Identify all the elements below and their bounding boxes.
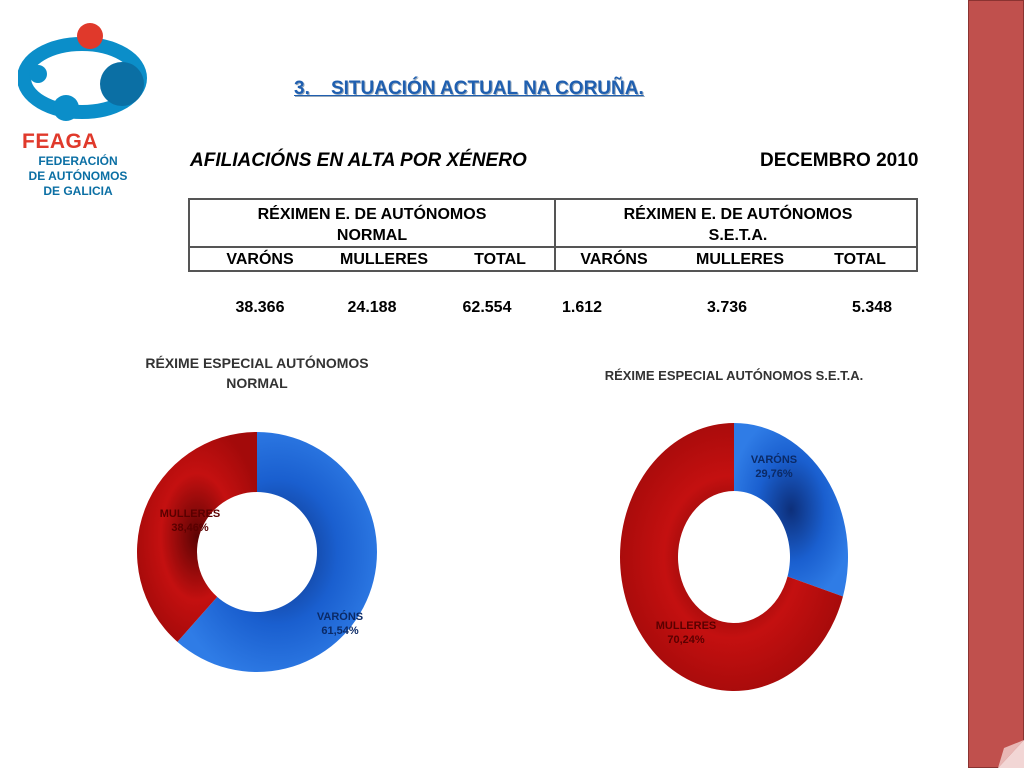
header-normal-line-2: NORMAL bbox=[336, 227, 408, 244]
value-total-seta: 5.348 bbox=[851, 299, 893, 316]
value-mulleres-seta: 3.736 bbox=[706, 299, 748, 316]
data-value-mulleres: 70,24% bbox=[667, 634, 705, 646]
logo-line-1: FEDERACIÓN bbox=[38, 154, 118, 168]
table-divider-horizontal bbox=[190, 246, 916, 248]
value-varons-normal: 38.366 bbox=[235, 299, 285, 316]
slice-mulleres bbox=[620, 423, 843, 691]
data-value-varns: 29,76% bbox=[755, 468, 793, 480]
column-header-mulleres-seta: MULLERES bbox=[696, 251, 784, 268]
slice-mulleres bbox=[136, 432, 257, 642]
column-header-mulleres-normal: MULLERES bbox=[340, 251, 428, 268]
header-normal: RÉXIMEN E. DE AUTÓNOMOS NORMAL bbox=[190, 204, 554, 246]
logo-brand: FEAGA bbox=[22, 130, 98, 153]
column-header-total-seta: TOTAL bbox=[834, 251, 886, 268]
chart-seta-title-line-1: RÉXIME ESPECIAL AUTÓNOMOS S.E.T.A. bbox=[604, 368, 864, 383]
column-header-varons-seta: VARÓNS bbox=[580, 251, 648, 268]
chart-normal-title-line-2: NORMAL bbox=[226, 375, 288, 391]
chart-normal-title-line-1: RÉXIME ESPECIAL AUTÓNOMOS bbox=[145, 355, 369, 371]
header-seta-line-2: S.E.T.A. bbox=[708, 227, 768, 244]
feaga-logo bbox=[17, 20, 150, 200]
column-header-varons-normal: VARÓNS bbox=[226, 251, 294, 268]
slice-varns bbox=[734, 423, 848, 597]
chart-normal-title: RÉXIME ESPECIAL AUTÓNOMOS NORMAL bbox=[137, 353, 377, 393]
header-normal-line-1: RÉXIMEN E. DE AUTÓNOMOS bbox=[257, 206, 487, 223]
value-total-normal: 62.554 bbox=[462, 299, 512, 316]
chart-seta-title: RÉXIME ESPECIAL AUTÓNOMOS S.E.T.A. bbox=[594, 366, 874, 386]
value-mulleres-normal: 24.188 bbox=[347, 299, 397, 316]
data-label-varns: VARÓNS bbox=[751, 453, 797, 466]
data-value-varns: 61,54% bbox=[321, 625, 359, 637]
logo-line-2: DE AUTÓNOMOS bbox=[28, 169, 128, 183]
section-subtitle: AFILIACIÓNS EN ALTA POR XÉNERO bbox=[190, 150, 527, 171]
donut-chart-normal: VARÓNS 61,54% MULLERES 38,46% bbox=[136, 432, 377, 672]
side-ribbon bbox=[968, 0, 1024, 768]
data-label-varns: VARÓNS bbox=[317, 610, 363, 623]
value-varons-seta: 1.612 bbox=[561, 299, 603, 316]
column-header-total-normal: TOTAL bbox=[474, 251, 526, 268]
data-label-mulleres: MULLERES bbox=[656, 620, 717, 632]
header-seta-line-1: RÉXIMEN E. DE AUTÓNOMOS bbox=[623, 206, 853, 223]
header-seta: RÉXIMEN E. DE AUTÓNOMOS S.E.T.A. bbox=[556, 204, 920, 246]
donut-chart-seta: VARÓNS 29,76% MULLERES 70,24% bbox=[620, 423, 848, 691]
report-date: DECEMBRO 2010 bbox=[760, 150, 919, 171]
data-value-mulleres: 38,46% bbox=[171, 522, 209, 534]
logo-mark-icon bbox=[17, 23, 147, 121]
affiliation-table: RÉXIMEN E. DE AUTÓNOMOS NORMAL RÉXIMEN E… bbox=[188, 198, 918, 272]
page-title: 3. SITUACIÓN ACTUAL NA CORUÑA. bbox=[294, 78, 644, 99]
table-divider-vertical bbox=[554, 200, 556, 270]
slice-varns bbox=[177, 432, 377, 672]
data-label-mulleres: MULLERES bbox=[160, 508, 221, 520]
logo-line-3: DE GALICIA bbox=[43, 184, 113, 198]
